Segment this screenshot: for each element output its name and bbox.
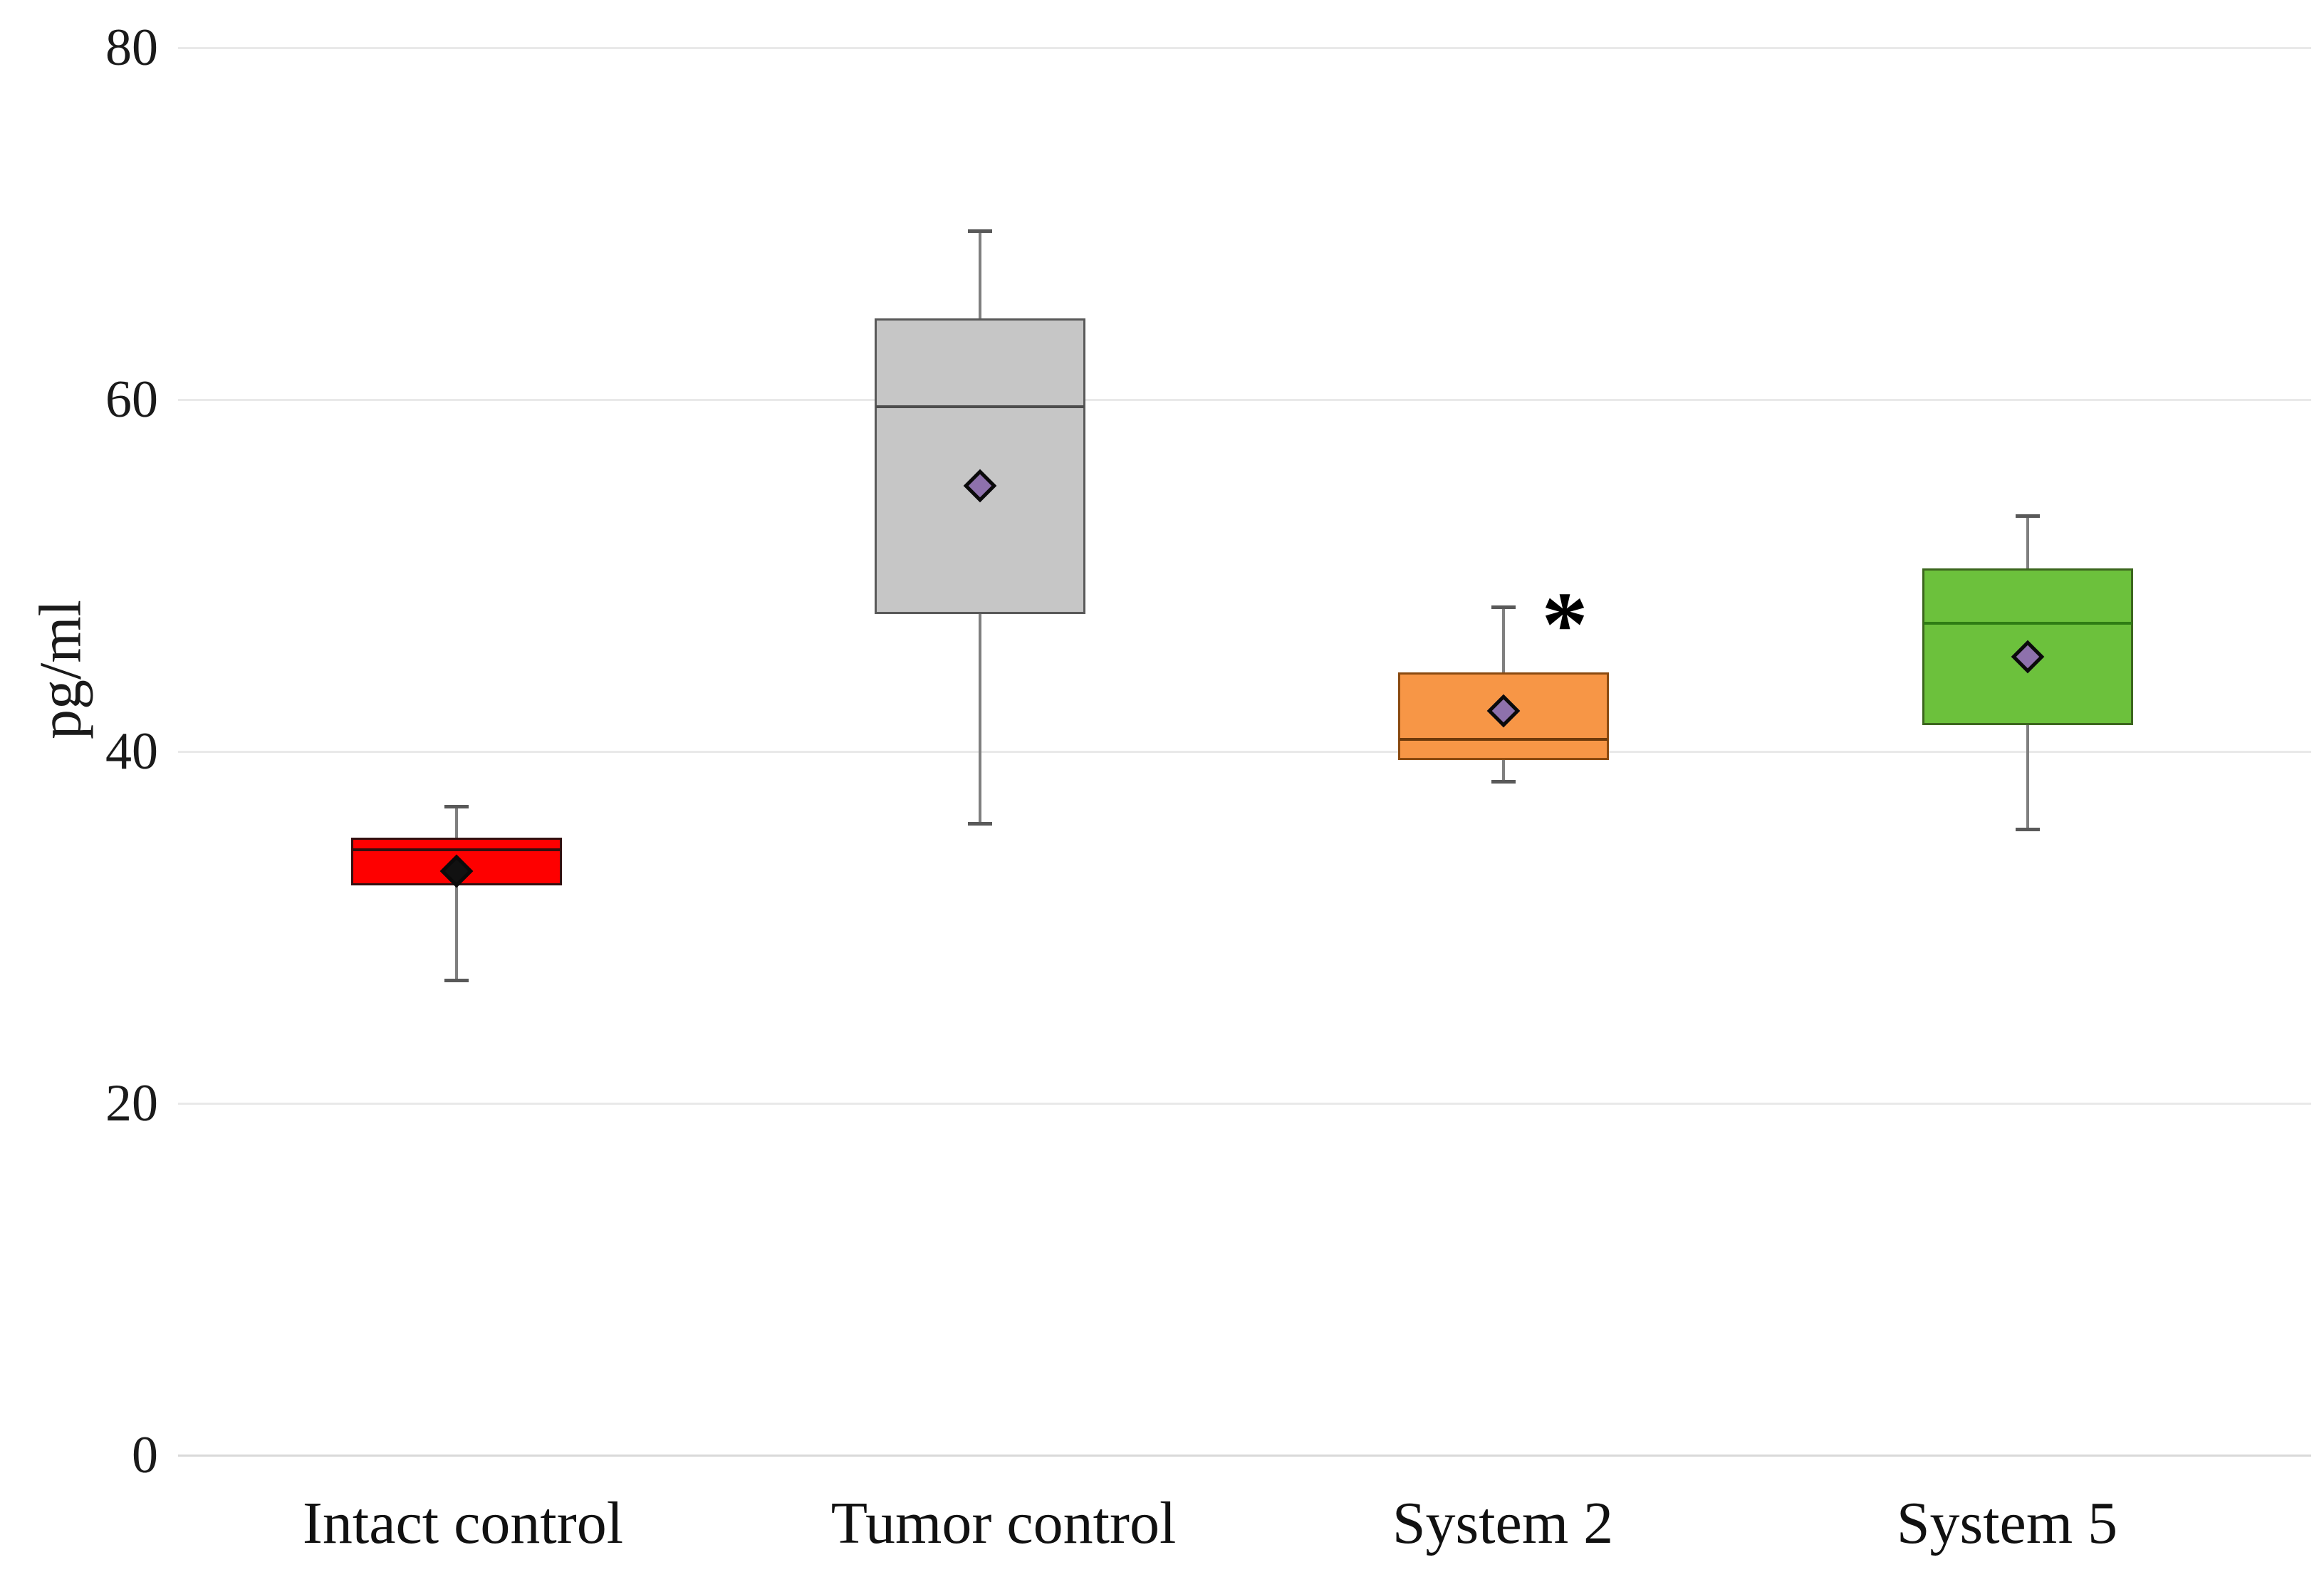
whisker-cap-top xyxy=(968,229,992,233)
whisker-cap-top xyxy=(1491,605,1516,609)
gridline-y-80 xyxy=(178,47,2311,49)
whisker-cap-bottom xyxy=(444,979,469,982)
y-tick-label-40: 40 xyxy=(105,722,158,781)
significance-asterisk: * xyxy=(1541,573,1588,676)
whisker-cap-bottom xyxy=(968,822,992,826)
whisker-cap-bottom xyxy=(2016,828,2040,831)
median-line xyxy=(876,405,1084,408)
median-line xyxy=(1924,622,2132,625)
gridline-y-60 xyxy=(178,399,2311,401)
y-axis-title: pg/ml xyxy=(27,599,94,740)
whisker-cap-top xyxy=(2016,514,2040,518)
gridline-y-0 xyxy=(178,1455,2311,1457)
gridline-y-20 xyxy=(178,1103,2311,1105)
category-label-4: System 5 xyxy=(1896,1490,2118,1556)
y-tick-label-80: 80 xyxy=(105,19,158,77)
category-label-1: Intact control xyxy=(302,1490,624,1556)
box-tumor-control xyxy=(875,318,1085,614)
median-line xyxy=(1400,738,1607,741)
whisker-cap-top xyxy=(444,805,469,808)
y-tick-label-20: 20 xyxy=(105,1074,158,1133)
whisker-cap-bottom xyxy=(1491,780,1516,784)
median-line xyxy=(353,848,561,851)
gridline-y-40 xyxy=(178,751,2311,753)
category-label-2: Tumor control xyxy=(830,1490,1177,1556)
y-tick-label-60: 60 xyxy=(105,370,158,429)
y-tick-label-0: 0 xyxy=(132,1426,158,1484)
whisker-line xyxy=(455,806,458,980)
category-label-3: System 2 xyxy=(1392,1490,1614,1556)
